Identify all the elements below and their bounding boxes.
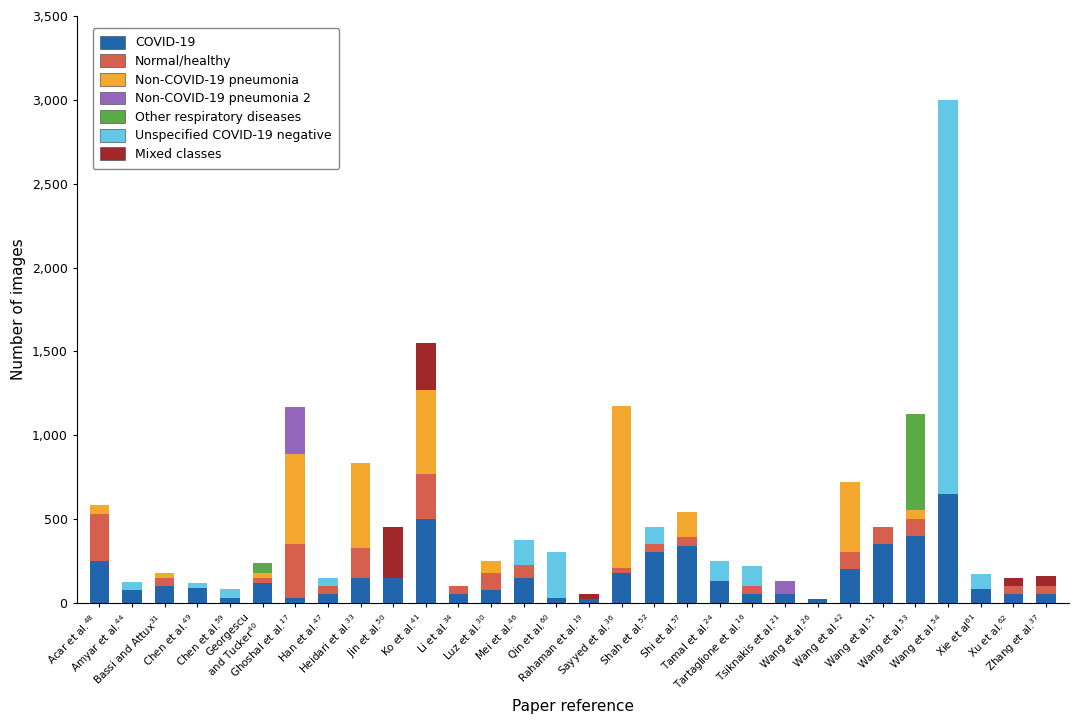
Bar [319,594,338,602]
Bar [188,588,207,602]
Bar [840,552,860,569]
Bar [710,581,729,602]
Bar [873,544,893,602]
Bar [906,414,926,510]
Bar [253,563,272,573]
Bar [253,583,272,602]
Bar [873,527,893,544]
Bar [710,561,729,581]
Bar [90,560,109,602]
Legend: COVID-19, Normal/healthy, Non-COVID-19 pneumonia, Non-COVID-19 pneumonia 2, Othe: COVID-19, Normal/healthy, Non-COVID-19 p… [93,28,339,169]
Bar [971,574,990,589]
Bar [416,473,435,519]
Bar [939,494,958,602]
Bar [579,599,598,602]
Bar [612,406,632,568]
Bar [448,594,469,602]
Bar [154,578,175,586]
Bar [677,513,697,537]
Bar [840,482,860,552]
Bar [416,343,435,390]
Bar [514,578,534,602]
Bar [645,552,664,602]
Bar [220,589,240,597]
Bar [514,565,534,578]
Bar [482,590,501,602]
Bar [90,505,109,514]
Bar [122,590,141,602]
Bar [285,454,305,544]
Bar [383,578,403,602]
Bar [514,540,534,565]
Bar [188,583,207,588]
Bar [154,586,175,602]
Bar [971,589,990,602]
Y-axis label: Number of images: Number of images [11,239,26,381]
Bar [482,573,501,590]
Bar [645,527,664,544]
Bar [253,578,272,583]
Bar [645,544,664,552]
Bar [906,536,926,602]
Bar [154,573,175,578]
Bar [775,581,795,594]
Bar [416,519,435,602]
Bar [285,407,305,454]
Bar [579,594,598,599]
Bar [775,594,795,602]
Bar [1003,594,1023,602]
Bar [220,597,240,602]
Bar [906,510,926,519]
Bar [351,578,370,602]
Bar [319,578,338,586]
X-axis label: Paper reference: Paper reference [512,699,634,714]
Bar [90,514,109,560]
Bar [319,586,338,594]
Bar [1003,586,1023,594]
Bar [742,594,762,602]
Bar [742,586,762,594]
Bar [351,548,370,578]
Bar [416,390,435,473]
Bar [122,581,141,590]
Bar [677,546,697,602]
Bar [1003,578,1023,586]
Bar [448,586,469,594]
Bar [840,569,860,602]
Bar [1036,576,1056,586]
Bar [808,599,827,602]
Bar [742,566,762,586]
Bar [285,597,305,602]
Bar [285,544,305,597]
Bar [482,561,501,573]
Bar [939,100,958,494]
Bar [906,519,926,536]
Bar [677,537,697,546]
Bar [546,597,566,602]
Bar [612,573,632,602]
Bar [1036,586,1056,594]
Bar [612,568,632,573]
Bar [383,527,403,578]
Bar [546,552,566,597]
Bar [351,463,370,548]
Bar [253,573,272,578]
Bar [1036,594,1056,602]
